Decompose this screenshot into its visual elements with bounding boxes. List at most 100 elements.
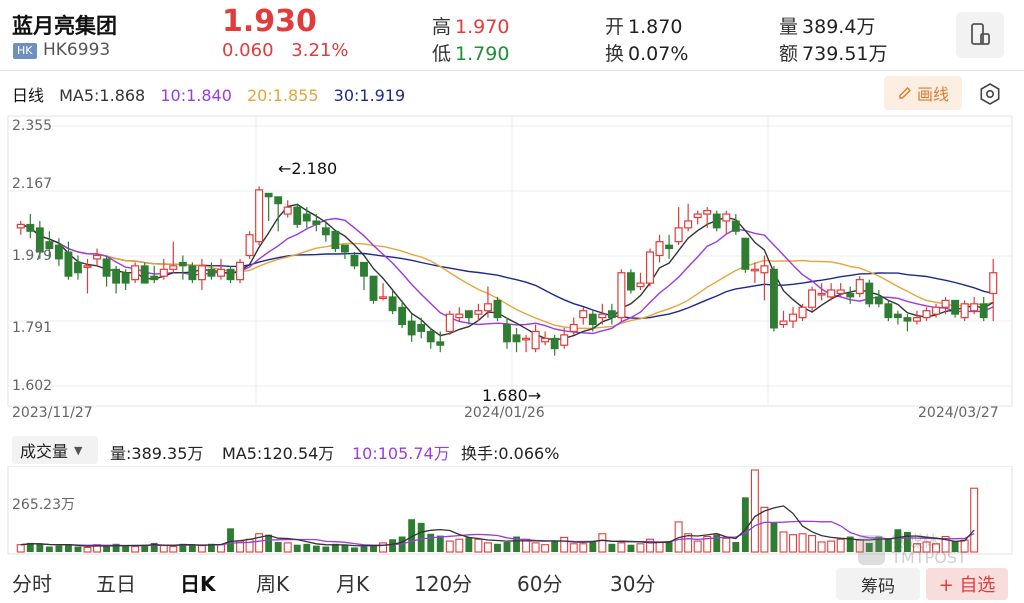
volume-bar-up bbox=[445, 540, 454, 553]
volume-bar-up bbox=[245, 538, 254, 553]
volume-bar-down bbox=[513, 536, 520, 552]
volume-bar-up bbox=[569, 543, 578, 553]
tab-60min[interactable]: 60分 bbox=[517, 572, 563, 596]
candle-body-up bbox=[455, 313, 464, 319]
turnover-label: 换 bbox=[605, 43, 625, 65]
candle-body-up bbox=[636, 282, 645, 288]
candle-body-down bbox=[321, 227, 330, 236]
volume-bar-up bbox=[159, 545, 168, 553]
tab-weekly-k[interactable]: 周K bbox=[256, 572, 290, 596]
volume-bars bbox=[16, 469, 979, 553]
high-label: 高 bbox=[432, 16, 452, 38]
draw-line-button[interactable]: 画线 bbox=[884, 76, 962, 110]
candle-body-up bbox=[541, 337, 550, 343]
date-mid: 2024/01/26 bbox=[464, 405, 545, 421]
landscape-toggle-button[interactable] bbox=[956, 12, 1004, 58]
volume-bar-down bbox=[494, 543, 501, 552]
candle-body-down bbox=[293, 206, 302, 225]
volume-bar-up bbox=[474, 538, 483, 553]
volume-bar-down bbox=[846, 536, 854, 552]
candle-body-up bbox=[598, 313, 607, 319]
open-label: 开 bbox=[605, 16, 625, 38]
volume-ma5-label: MA5:120.54万 bbox=[222, 444, 335, 463]
caret-down-icon: ▼ bbox=[74, 443, 83, 457]
low-label: 低 bbox=[432, 43, 452, 65]
price-axis-label-4: 1.791 bbox=[12, 320, 53, 336]
candle-body-down bbox=[846, 292, 855, 298]
volume-bar-down bbox=[903, 531, 911, 552]
volume-bar-up bbox=[560, 536, 569, 553]
candle-body-up bbox=[788, 313, 798, 322]
candle-body-down bbox=[979, 303, 988, 319]
date-end: 2024/03/27 bbox=[918, 405, 999, 421]
volume-bar-down bbox=[103, 546, 111, 552]
kline-chart[interactable] bbox=[0, 112, 1024, 428]
settings-icon[interactable] bbox=[978, 82, 1002, 106]
pencil-icon bbox=[899, 87, 911, 99]
volume-bar-down bbox=[122, 545, 130, 552]
volume-bar-down bbox=[36, 543, 44, 552]
candle-body-down bbox=[360, 261, 368, 277]
tab-monthly-k[interactable]: 月K bbox=[336, 572, 370, 596]
candle-body-down bbox=[35, 227, 44, 253]
volume-bar-up bbox=[922, 541, 931, 553]
open-value: 1.870 bbox=[628, 16, 683, 38]
date-start: 2023/11/27 bbox=[12, 405, 93, 421]
chart-frame bbox=[7, 115, 1013, 407]
tab-five-day[interactable]: 五日 bbox=[96, 572, 136, 596]
volume-ma-lines bbox=[20, 505, 975, 547]
candle-body-up bbox=[722, 213, 731, 222]
turnover-stat: 换 0.07% bbox=[605, 39, 688, 66]
volume-bar-down bbox=[741, 497, 749, 552]
candle-body-down bbox=[226, 268, 235, 281]
volume-bar-up bbox=[760, 506, 769, 553]
volume-chart[interactable] bbox=[0, 466, 1024, 556]
volume-bar-down bbox=[351, 547, 358, 552]
indicator-label: 成交量 bbox=[20, 442, 69, 461]
candle-body-up bbox=[159, 268, 168, 277]
volume-bar-down bbox=[770, 522, 778, 552]
volume-bar-down bbox=[732, 541, 740, 552]
volume-bar-down bbox=[45, 546, 53, 552]
candle-body-up bbox=[912, 317, 921, 322]
tab-30min[interactable]: 30分 bbox=[610, 572, 656, 596]
indicator-selector[interactable]: 成交量 ▼ bbox=[12, 436, 98, 464]
volume-ma5-line bbox=[20, 505, 975, 547]
candle-body-up bbox=[760, 265, 769, 274]
volume-ma10-label: 10:105.74万 bbox=[352, 444, 450, 463]
candle-body-up bbox=[798, 306, 807, 319]
volume-bar-up bbox=[636, 543, 645, 553]
turnover-value: 0.07% bbox=[628, 43, 689, 65]
candle-body-down bbox=[45, 241, 54, 250]
price-axis-label-5: 1.602 bbox=[12, 378, 53, 394]
volume-bar-down bbox=[665, 541, 673, 552]
change-value: 0.060 bbox=[222, 40, 274, 61]
add-watchlist-button[interactable]: + 自选 bbox=[926, 568, 1008, 600]
candle-body-down bbox=[264, 192, 273, 198]
candle-body-up bbox=[855, 279, 864, 295]
tab-intraday[interactable]: 分时 bbox=[12, 572, 52, 596]
chips-button[interactable]: 筹码 bbox=[836, 568, 920, 600]
watermark-logo-icon bbox=[858, 535, 886, 565]
tab-120min[interactable]: 120分 bbox=[414, 572, 473, 596]
candle-body-down bbox=[398, 306, 407, 326]
candle-body-down bbox=[207, 268, 216, 277]
volume-bar-down bbox=[65, 544, 72, 552]
high-annotation: ←2.180 bbox=[278, 159, 338, 178]
volume-stat: 量 389.4万 bbox=[779, 12, 875, 39]
candle-body-up bbox=[617, 272, 626, 319]
candle-body-down bbox=[874, 296, 883, 305]
volume-bar-up bbox=[655, 541, 664, 553]
tab-daily-k[interactable]: 日K bbox=[180, 572, 216, 596]
volume-value: 389.4万 bbox=[802, 16, 876, 38]
amount-value: 739.51万 bbox=[802, 43, 888, 65]
ma5-value: MA5:1.868 bbox=[59, 86, 146, 105]
volume-bar-up bbox=[722, 537, 731, 553]
candle-body-up bbox=[779, 320, 788, 326]
candle-body-down bbox=[588, 313, 597, 326]
volume-bar-down bbox=[389, 539, 397, 552]
volume-bar-down bbox=[341, 544, 349, 552]
candle-body-down bbox=[64, 251, 73, 277]
volume-bar-up bbox=[579, 543, 588, 553]
volume-bar-up bbox=[197, 545, 206, 553]
